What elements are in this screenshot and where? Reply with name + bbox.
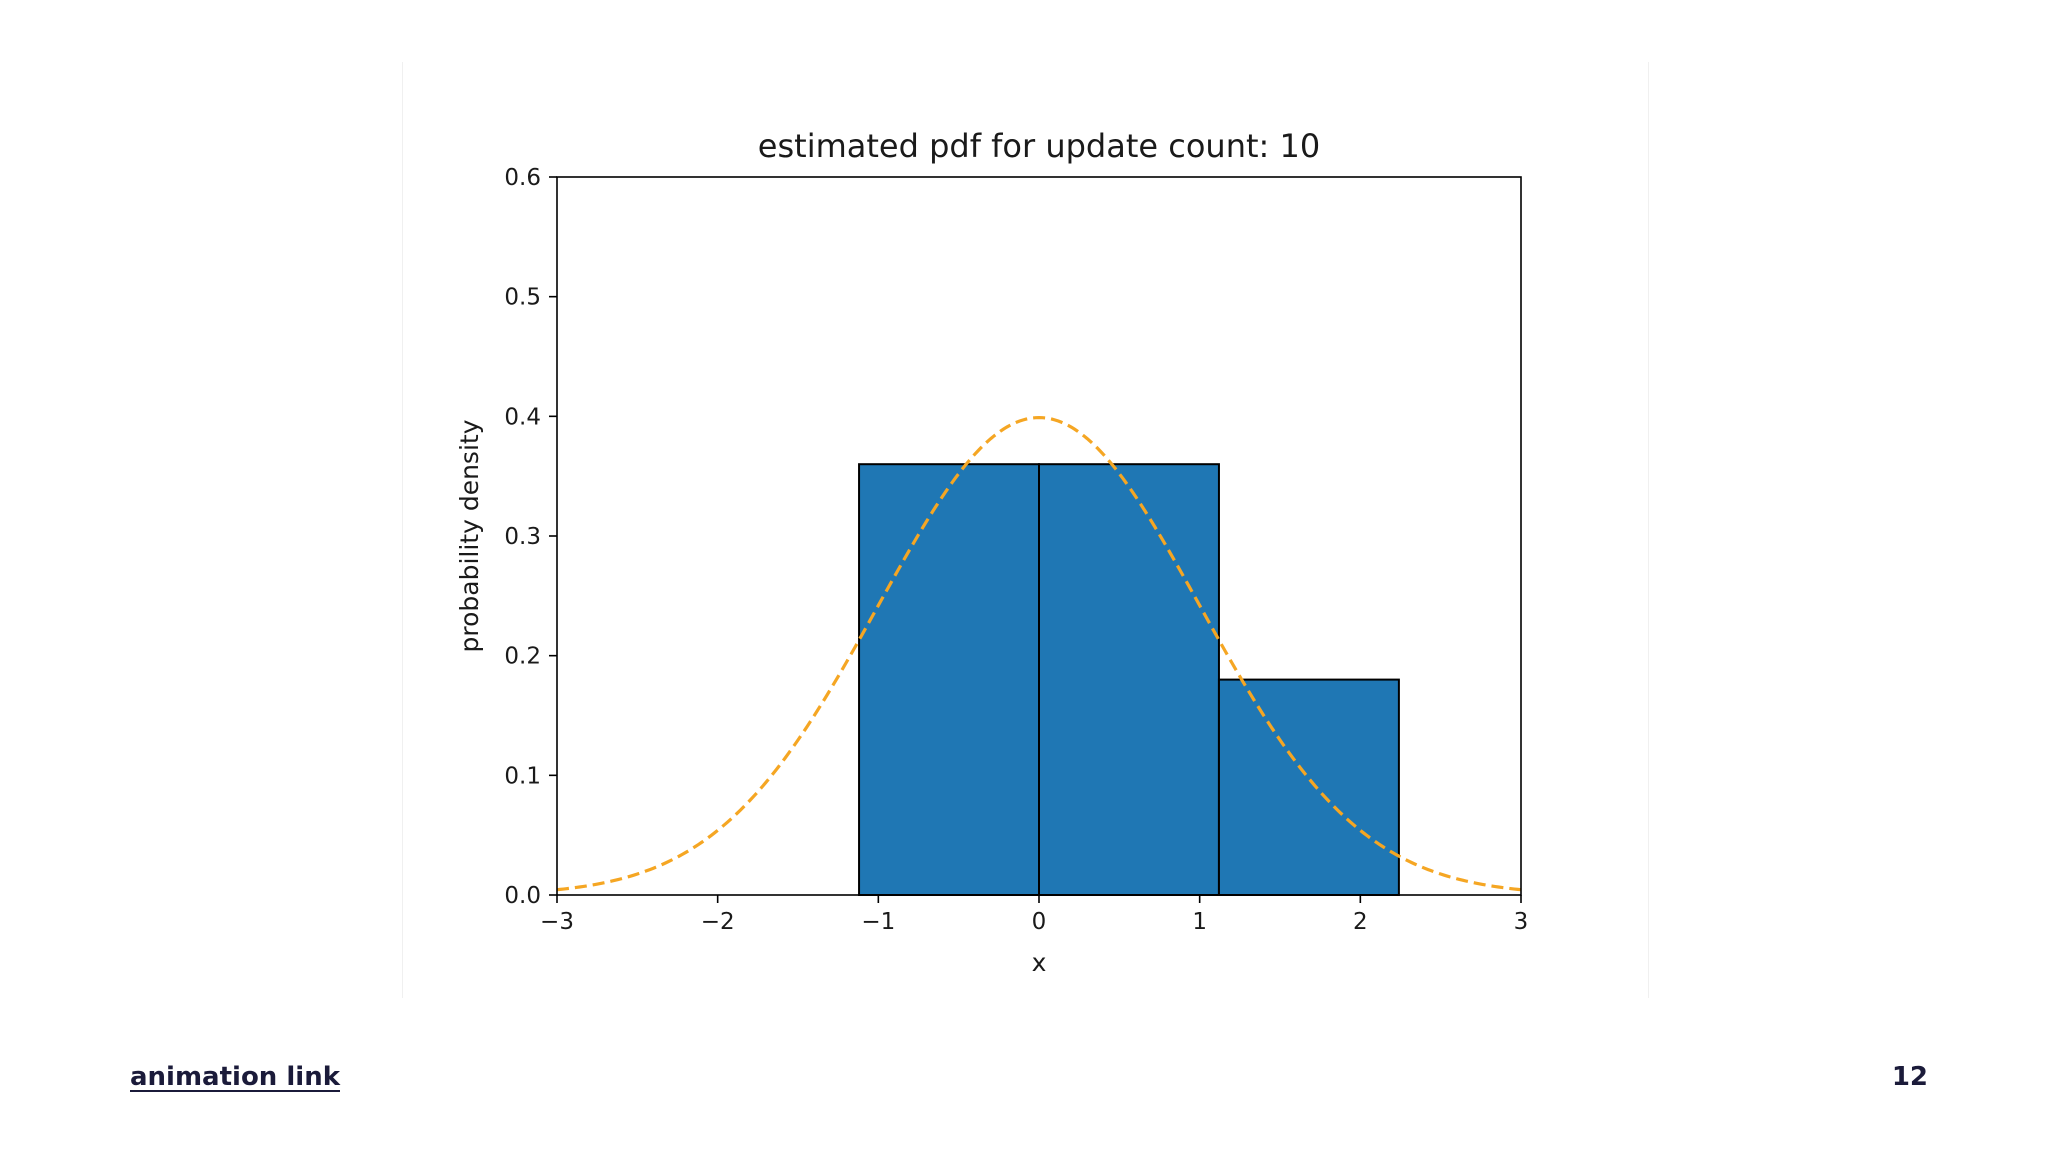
x-tick-label: 3 [1514,909,1529,935]
ticks-layer: −3 −2 −1 0 1 2 3 0.0 0.1 0.2 0.3 0.4 0.5 0.6 [504,165,1528,935]
y-tick-label: 0.1 [504,763,541,789]
histogram-bar-1 [858,463,1041,896]
y-tick-label: 0.5 [504,285,541,311]
y-tick-label: 0.0 [504,883,541,909]
x-tick-label: 0 [1032,909,1047,935]
y-tick-label: 0.2 [504,644,541,670]
x-axis-label: x [1032,948,1047,977]
y-tick-label: 0.3 [504,524,541,550]
x-tick-label: 2 [1353,909,1368,935]
x-tick-label: −2 [701,909,735,935]
histogram-bar-3 [1217,678,1400,896]
pdf-curve [556,415,1522,892]
page-number: 12 [1891,1062,1928,1092]
animation-link[interactable]: animation link [130,1062,340,1092]
y-tick-label: 0.6 [504,165,541,191]
bars-layer [858,463,1400,896]
x-tick-label: 1 [1192,909,1207,935]
x-tick-label: −3 [540,909,574,935]
y-axis-label: probability density [455,419,484,652]
curve-layer [556,415,1522,892]
histogram-bar-2 [1038,463,1220,896]
x-tick-label: −1 [861,909,895,935]
chart-title: estimated pdf for update count: 10 [758,127,1320,165]
y-tick-label: 0.4 [504,404,541,430]
